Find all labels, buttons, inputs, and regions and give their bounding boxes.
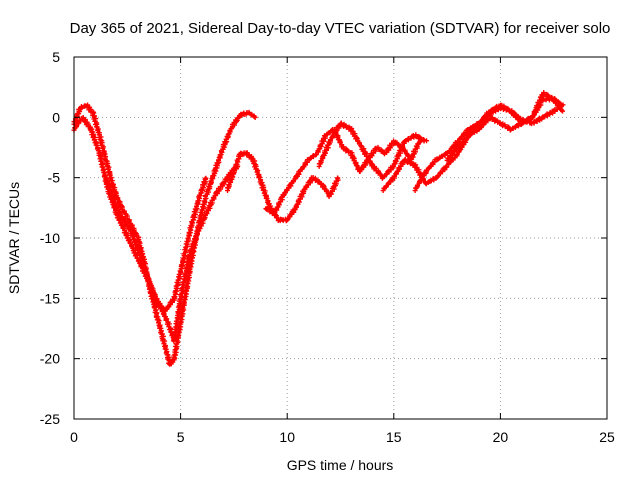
data-point xyxy=(93,142,99,148)
y-tick-label: -20 xyxy=(40,351,60,367)
data-point xyxy=(185,235,191,241)
data-point xyxy=(417,139,423,145)
axis-ticks: 0 5 10 15 20 25 5 0 -5 -10 -15 -20 -25 xyxy=(40,49,615,445)
data-point xyxy=(335,175,341,181)
data-point xyxy=(252,114,258,120)
x-tick-label: 0 xyxy=(70,429,78,445)
y-tick-label: -5 xyxy=(48,170,61,186)
data-point xyxy=(162,346,168,352)
data-point xyxy=(217,152,223,158)
data-point xyxy=(203,175,209,181)
data-point xyxy=(316,146,322,152)
y-tick-label: -10 xyxy=(40,230,60,246)
data-point xyxy=(353,163,359,169)
series-track-9 xyxy=(444,90,566,163)
series-track-6 xyxy=(316,120,430,181)
series-track-3 xyxy=(103,175,209,314)
y-tick-label: 0 xyxy=(52,109,60,125)
data-point xyxy=(349,126,355,132)
data-point xyxy=(424,138,430,144)
data-point xyxy=(193,233,199,239)
data-point xyxy=(439,168,445,174)
data-point xyxy=(416,140,422,146)
y-tick-label: -15 xyxy=(40,290,60,306)
data-point xyxy=(177,296,183,302)
x-axis-label: GPS time / hours xyxy=(287,457,394,473)
data-point xyxy=(413,162,419,168)
y-tick-label: 5 xyxy=(52,49,60,65)
data-point xyxy=(135,247,141,253)
x-tick-label: 10 xyxy=(279,429,295,445)
data-point xyxy=(195,198,201,204)
data-point xyxy=(180,255,186,261)
data-points xyxy=(71,90,566,367)
series-track-5 xyxy=(263,126,423,217)
data-point xyxy=(162,313,168,319)
data-point xyxy=(231,167,237,173)
data-point xyxy=(551,108,557,113)
data-point xyxy=(118,212,124,218)
x-tick-label: 5 xyxy=(177,429,185,445)
data-point xyxy=(129,228,135,234)
chart-title: Day 365 of 2021, Sidereal Day-to-day VTE… xyxy=(70,20,611,37)
series-track-4 xyxy=(225,150,341,224)
data-point xyxy=(185,281,191,287)
y-tick-label: -25 xyxy=(40,411,60,427)
data-point xyxy=(188,223,194,229)
x-tick-label: 20 xyxy=(493,429,509,445)
x-tick-label: 15 xyxy=(386,429,402,445)
x-tick-label: 25 xyxy=(599,429,615,445)
data-point xyxy=(560,108,566,114)
y-axis-label: SDTVAR / TECUs xyxy=(6,182,22,294)
data-point xyxy=(233,161,239,167)
